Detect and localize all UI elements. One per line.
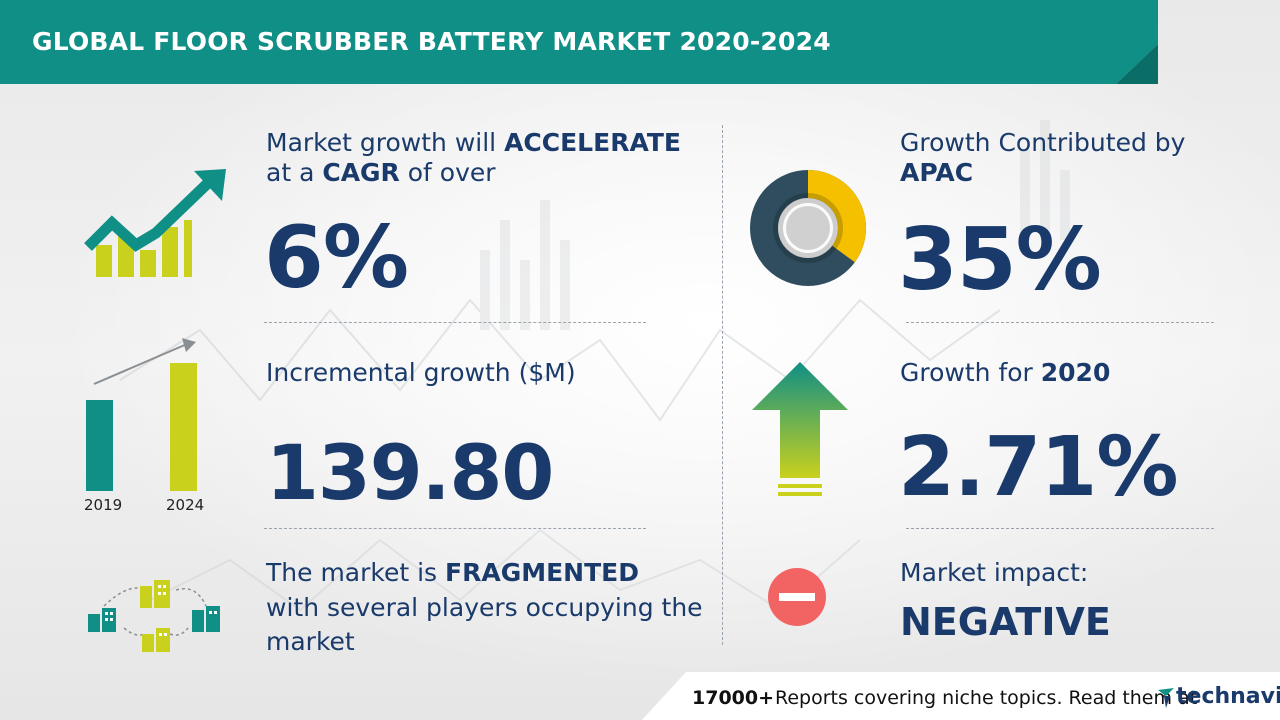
divider-right-2: [906, 528, 1214, 529]
technavio-logo-icon: [1158, 688, 1174, 708]
footer-report-count: 17000+: [692, 687, 775, 709]
divider-right-1: [906, 322, 1214, 323]
header-banner: [0, 0, 1158, 84]
cagr-value: 6%: [264, 208, 409, 308]
structure-emphasis: FRAGMENTED: [445, 558, 639, 587]
incremental-bars-icon: [86, 338, 197, 491]
donut-share-arc: [750, 170, 866, 286]
impact-value: NEGATIVE: [900, 600, 1111, 644]
footer-description: Reports covering niche topics. Read them…: [775, 687, 1198, 709]
page-title: GLOBAL FLOOR SCRUBBER BATTERY MARKET 202…: [32, 27, 831, 56]
structure-line2: with several players occupying the: [266, 593, 703, 622]
yoy-label: Growth for 2020: [900, 358, 1111, 387]
cagr-term: CAGR: [322, 158, 400, 187]
yoy-year: 2020: [1040, 358, 1111, 387]
growth-chart-icon: [84, 169, 226, 277]
technavio-brand[interactable]: technavio: [1176, 684, 1280, 709]
year-start-label: 2019: [84, 496, 123, 514]
cagr-label-line2: at a CAGR of over: [266, 158, 496, 187]
structure-line3: market: [266, 627, 355, 656]
up-arrow-icon: [752, 362, 848, 496]
incremental-value: 139.80: [266, 428, 554, 517]
cagr-label-line1: Market growth will ACCELERATE: [266, 128, 681, 157]
region-name: APAC: [900, 158, 974, 187]
negative-impact-icon: [768, 568, 826, 626]
structure-line1: The market is FRAGMENTED: [266, 558, 639, 587]
divider-left-2: [264, 528, 646, 529]
year-end-label: 2024: [166, 496, 205, 514]
divider-left-1: [264, 322, 646, 323]
column-divider: [722, 125, 723, 645]
footer-bar: [642, 672, 1280, 720]
cagr-emphasis: ACCELERATE: [504, 128, 681, 157]
region-label: Growth Contributed by: [900, 128, 1186, 157]
region-value: 35%: [898, 210, 1102, 310]
yoy-value: 2.71%: [898, 420, 1178, 515]
impact-label: Market impact:: [900, 558, 1089, 587]
fragmented-buildings-icon: [88, 580, 220, 652]
incremental-label: Incremental growth ($M): [266, 358, 576, 387]
region-donut-icon: [750, 170, 866, 286]
